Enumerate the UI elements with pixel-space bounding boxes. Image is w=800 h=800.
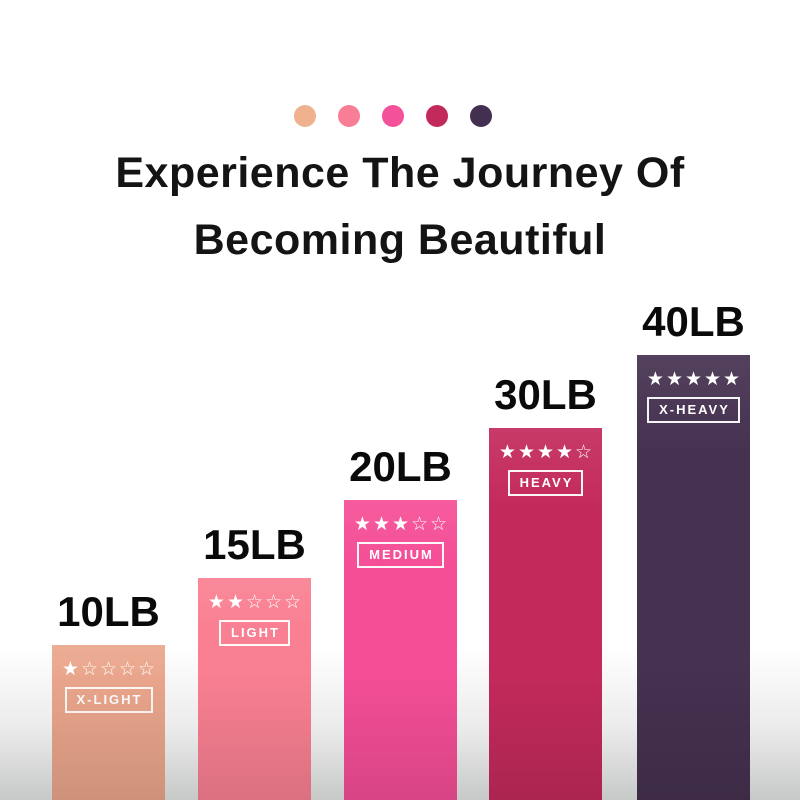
bar-20lb: ★★★☆☆ MEDIUM bbox=[344, 500, 457, 800]
bar-40lb: ★★★★★ X-HEAVY bbox=[637, 355, 750, 800]
page-title-line-1: Experience The Journey Of bbox=[115, 149, 685, 197]
bar-30lb: ★★★★☆ HEAVY bbox=[489, 428, 602, 800]
weight-value-label: 15LB bbox=[203, 520, 306, 568]
bar-column-20lb: 20LB ★★★☆☆ MEDIUM bbox=[344, 442, 457, 800]
page-title: Experience The Journey Of Becoming Beaut… bbox=[0, 140, 800, 274]
star-rating-icon: ★★☆☆☆ bbox=[207, 592, 304, 613]
light-color-dot-icon bbox=[338, 105, 360, 127]
bar-15lb: ★★☆☆☆ LIGHT bbox=[198, 578, 311, 800]
x-heavy-color-dot-icon bbox=[470, 105, 492, 127]
bar-column-40lb: 40LB ★★★★★ X-HEAVY bbox=[637, 297, 750, 800]
color-palette-row bbox=[0, 105, 793, 127]
medium-color-dot-icon bbox=[382, 105, 404, 127]
page-title-line-2: Becoming Beautiful bbox=[193, 216, 607, 264]
weight-value-label: 30LB bbox=[494, 370, 597, 418]
weight-value-label: 10LB bbox=[57, 587, 160, 635]
level-badge: LIGHT bbox=[219, 620, 290, 646]
level-badge: X-HEAVY bbox=[647, 397, 740, 423]
weight-value-label: 40LB bbox=[642, 297, 745, 345]
star-rating-icon: ★★★★☆ bbox=[498, 442, 595, 463]
level-badge: HEAVY bbox=[507, 470, 584, 496]
bar-column-10lb: 10LB ★☆☆☆☆ X-LIGHT bbox=[52, 587, 165, 800]
level-badge: MEDIUM bbox=[357, 542, 444, 568]
star-rating-icon: ★★★☆☆ bbox=[353, 514, 450, 535]
heavy-color-dot-icon bbox=[426, 105, 448, 127]
weight-value-label: 20LB bbox=[349, 442, 452, 490]
bar-10lb: ★☆☆☆☆ X-LIGHT bbox=[52, 645, 165, 800]
star-rating-icon: ★☆☆☆☆ bbox=[61, 659, 158, 680]
x-light-color-dot-icon bbox=[294, 105, 316, 127]
star-rating-icon: ★★★★★ bbox=[646, 369, 743, 390]
bar-column-30lb: 30LB ★★★★☆ HEAVY bbox=[489, 370, 602, 800]
level-badge: X-LIGHT bbox=[64, 687, 153, 713]
bar-column-15lb: 15LB ★★☆☆☆ LIGHT bbox=[198, 520, 311, 800]
